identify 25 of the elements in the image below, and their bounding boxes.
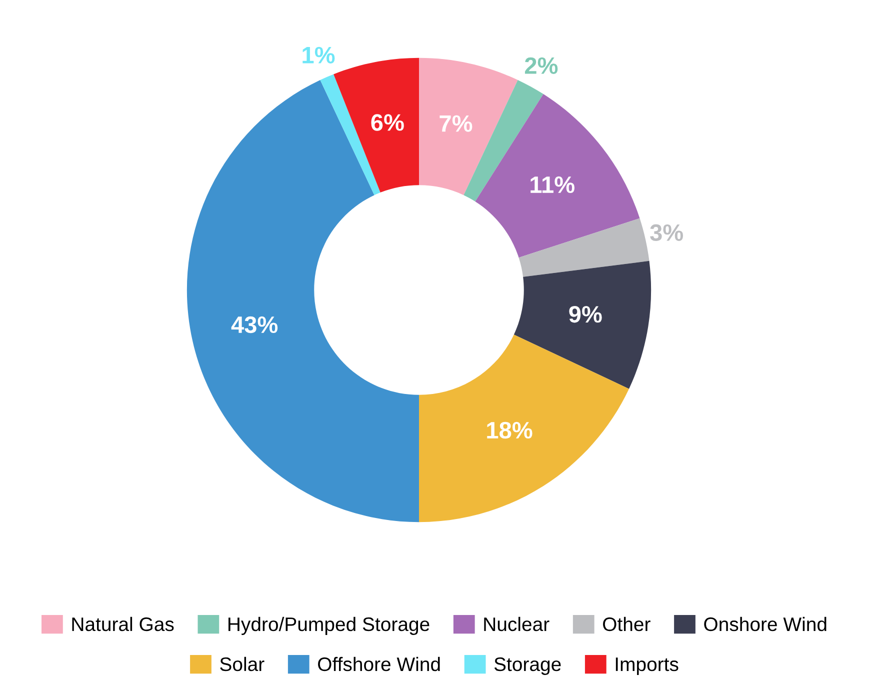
data-label: 11% — [530, 176, 574, 194]
data-label: 6% — [371, 114, 404, 131]
legend-label: Hydro/Pumped Storage — [228, 616, 430, 635]
donut-slice — [419, 334, 629, 522]
donut-slice — [514, 260, 652, 389]
data-label: 9% — [569, 306, 602, 323]
data-label: 18% — [487, 422, 532, 439]
data-label: 7% — [440, 115, 472, 132]
data-label: 2% — [524, 57, 558, 74]
donut-slice — [186, 80, 419, 522]
legend-label: Offshore Wind — [318, 656, 440, 672]
legend-label: Imports — [616, 658, 678, 675]
data-label: 1% — [302, 46, 335, 64]
donut-slice — [518, 218, 650, 277]
legend-label: Natural Gas — [72, 616, 174, 632]
donut-slice — [475, 94, 640, 258]
donut-slice — [334, 58, 419, 192]
data-label: 3% — [650, 224, 684, 242]
donut-slice — [419, 58, 518, 196]
legend-label: Other — [603, 616, 650, 632]
legend-label: Onshore Wind — [704, 616, 826, 632]
data-label: 43% — [231, 316, 278, 334]
legend-label: Storage — [494, 657, 561, 675]
legend-label: Nuclear — [484, 616, 550, 632]
legend-label: Solar — [220, 656, 264, 672]
